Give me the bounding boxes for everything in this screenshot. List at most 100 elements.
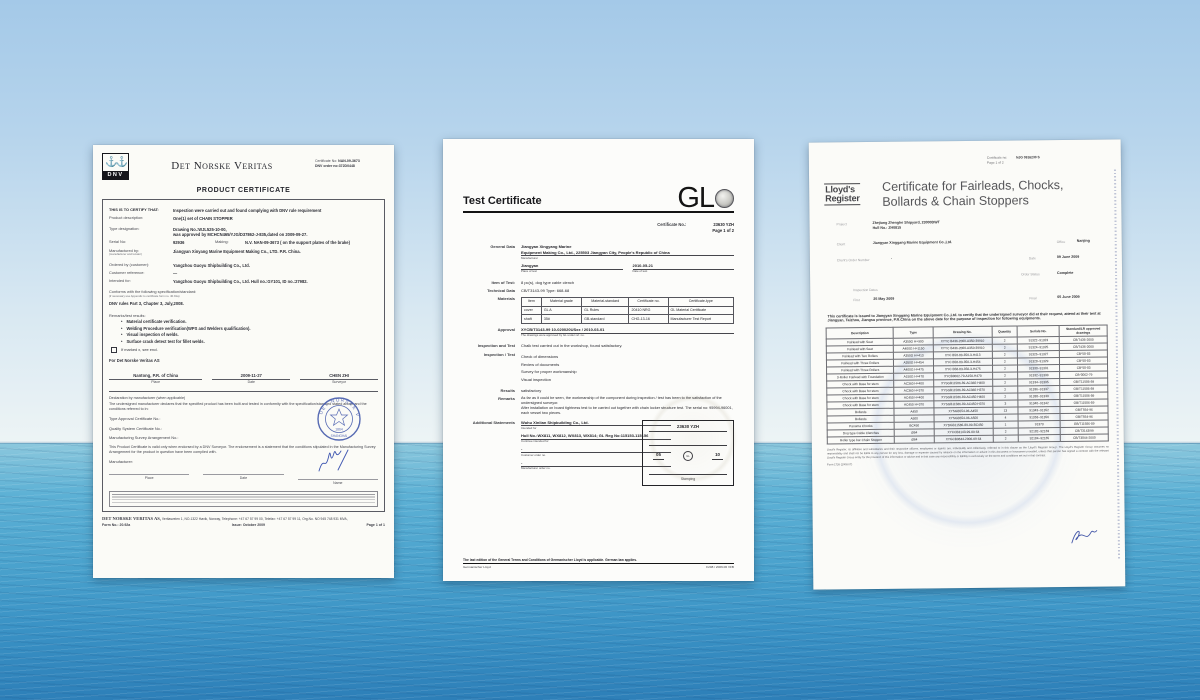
dnv-logo: ⚓⚓ DNV [102,153,129,180]
column-header: Description [826,327,894,340]
lr-header: Lloyd's Register Certificate for Fairlea… [824,178,1106,210]
section-label: General Data [490,244,515,250]
field-label: Serial No: [109,239,127,245]
inspection-text: Chalk test carried out in the workshop, … [521,343,623,349]
certificate-body: THIS IS TO CERTIFY THAT: Inspection were… [102,199,385,512]
footer-terms: The last edition of the General Terms an… [463,557,637,562]
sign-date-caption: Date [247,380,255,385]
field-value: Nanjing [1076,238,1090,243]
field-value: 25 May 2009 [873,296,895,301]
footer-company: Germanischer Lloyd [463,565,491,569]
continue-intended-caption: Continue intended for [521,439,549,444]
declaration-section: Declaration by manufacturer (when applic… [109,391,378,507]
field-label: Type designation: [109,226,140,232]
stamp-year: 10 [712,452,723,461]
bullet-icon: • [121,319,123,325]
manufacturer-value: Jiangyan Xingyang Marine Equipment Makin… [521,244,734,257]
conforms-subnote: (if necessary use Appendix to certificat… [109,294,180,299]
sign-place: Nantong, P.R. of China [109,373,203,380]
column-header: Item [521,296,542,307]
results-value: satisfactory [521,387,542,393]
section-label: Additional Statements [472,419,515,425]
table-cell: Manufacturer Test Report [667,314,735,324]
section-label: Approval [497,326,515,332]
table-cell: Ø64 [894,436,935,444]
field-label: Client [836,241,846,246]
section-label: Results [500,387,515,393]
declaration-line: Manufacturing Survey Arrangement No.: [109,435,179,441]
field-label: Intended for: [109,278,131,284]
embossed-seal-watermark [645,391,740,486]
organization-name: Det Norske Veritas [171,160,273,172]
surveyor-signature [1069,526,1099,553]
lloyds-register-logo: Lloyd's Register [824,183,874,210]
surveyor-signature [316,448,350,479]
footer-form-no: F208 / 2006.06 VFB [706,565,734,569]
table-cell: CHG-13-16 [628,314,669,324]
table-cell: GL A [540,305,583,316]
certify-label: THIS IS TO CERTIFY THAT: [109,207,159,212]
field-value: Yangzhou Guoyu Shipbuilding Co., Ltd. Hu… [173,279,308,285]
declaration-text: The undersigned manufacturer declares th… [109,402,367,411]
page-indicator: Page 1 of 2 [986,160,1004,166]
caption-date: Date [203,474,284,486]
column-header: Quantity [991,326,1018,338]
list-item: • Surface crack detect test for fillet we… [121,338,205,344]
field-value: N.V. NAN-09-3673 ( on the support plates… [245,240,350,246]
intended-for-caption: Intended for [521,425,537,430]
table-row: shaft 35# GB-standard CHG-13-16 Manufact… [521,314,735,324]
column-header: Material grade [540,296,583,307]
footer-page: Page 1 of 1 [366,523,385,528]
section-label: Inspection and Test [477,343,515,349]
certificate-number-block: Certificate no: NJG 0916230 S Page 1 of … [987,155,1040,166]
footer-form-no: Form No.: 20.92a [102,523,131,528]
for-line: For Det Norske Veritas AS [109,357,160,363]
certify-text: Inspection were carried out and found co… [173,208,322,213]
footer-address: Veritasveien 1, NO-1322 Høvik, Norway, T… [161,516,348,521]
section-label: Remarks [498,396,515,402]
gl-logo: GL [677,182,734,214]
footer-issue: Issue: October 2009 [231,523,265,528]
manufacturer-label: Manufacturer: [109,459,134,465]
list-item: Check of dimensions [521,354,559,360]
declaration-title: Declaration by manufacturer (when applic… [109,396,186,401]
field-value: One(1) set of CHAIN STOPPER [173,216,233,222]
column-header: Certificate no. [628,296,669,307]
equipment-table: Description Type Drawing No. Quantity Se… [826,325,1109,445]
field-value: Drawing No.:WJL525-10-00, was approved b… [173,227,308,238]
date-of-test: 2010-05-21 [632,263,734,270]
certificate-no-label: Certificate no: [986,155,1008,160]
surveyor-caption: Surveyor [332,380,347,385]
column-header: Material-standard [581,296,630,307]
signature-caption-row: Place Date Name [109,474,378,486]
customer-order-value: - [521,446,671,454]
section-label: Materials [497,295,515,301]
certificate-no-label: Certificate No.: [657,222,687,228]
lloyds-register-certificate: Certificate no: NJG 0916230 S Page 1 of … [808,139,1126,590]
approval-value: XYCB/T3143-99 10-020020USxx / 2010-03-01 [521,327,734,334]
field-label: Customer reference: [109,270,145,276]
field-label: Project [836,221,847,226]
stamp-gap [649,432,727,447]
gl-logo-text: GL [677,182,715,214]
svg-text:SHANGHAI: SHANGHAI [331,434,348,438]
field-label: Order Status [1021,271,1040,276]
page-indicator: Page 1 of 2 [712,228,734,234]
column-header: Type [893,327,933,339]
date-caption: Date of test [632,269,648,274]
list-item: Visual inspection [521,377,551,383]
footer-rule [463,563,734,564]
conforms-label: Conforms with the following specificatio… [109,289,197,295]
table-cell: CB/T3844-2000 [1060,434,1109,442]
table-cell: GL Rules [581,305,630,316]
edge-microtext [1114,169,1121,561]
technical-data: CB/T3143-99 Type: 668-68 [521,287,570,293]
section-label: Technical Data [487,287,515,293]
table-cell: 35# [540,314,583,324]
surveyor-name: CHEN ZHI [300,373,378,380]
list-item: Survey for proper workmanship [521,369,577,375]
list-item: • Material certificate verification. [121,319,187,325]
field-label: Product description: [109,215,144,221]
column-header: Standard/LR approved drawings [1059,325,1108,337]
